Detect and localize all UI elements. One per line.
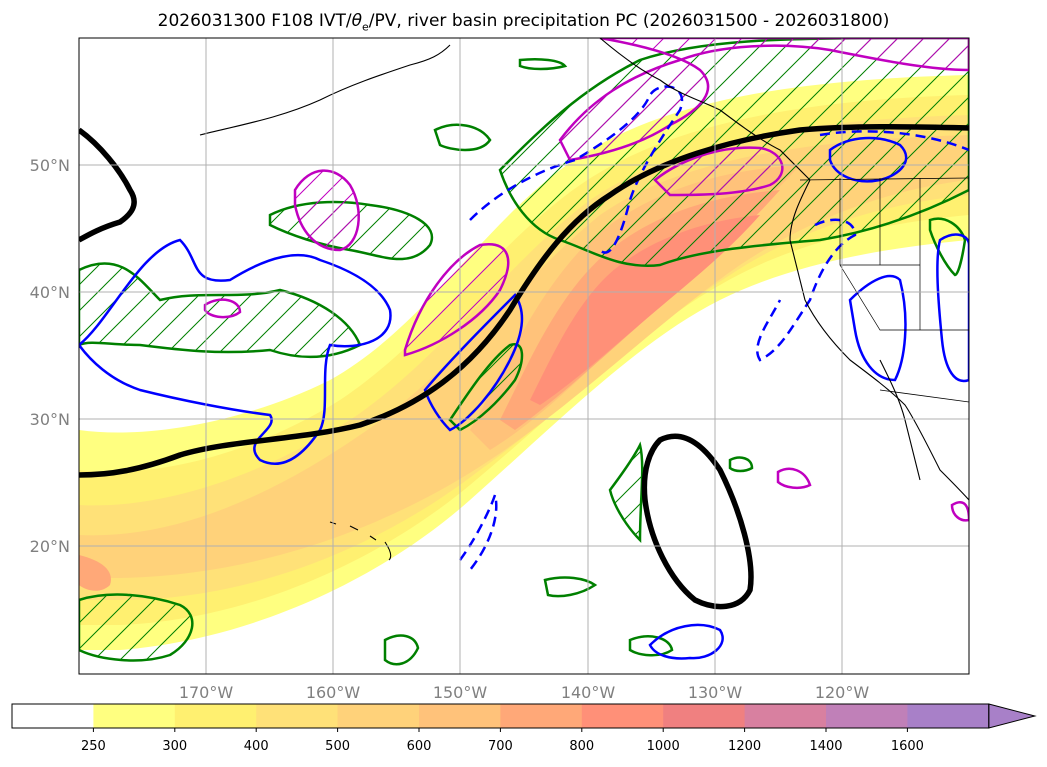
blue-contour-central xyxy=(423,293,524,432)
blue-contour-land xyxy=(848,274,907,382)
border-us-mexico xyxy=(879,389,969,403)
lat-label-30n: 30°N xyxy=(30,410,70,429)
colorbar-tick-label: 1200 xyxy=(728,739,761,754)
blue-contour-dashed-gulf xyxy=(819,130,969,152)
coastline-na-west xyxy=(789,179,969,501)
graticule xyxy=(79,38,969,674)
colorbar-segment xyxy=(93,704,176,728)
blue-contour-south xyxy=(648,623,724,660)
lon-label-130w: 130°W xyxy=(688,683,743,702)
state-lines xyxy=(839,178,969,331)
magenta-contour-small-1 xyxy=(203,298,242,319)
green-contour-small-6 xyxy=(518,58,568,71)
colorbar-segment xyxy=(744,704,827,728)
green-contour-small-5 xyxy=(728,456,754,473)
colorbar-segment xyxy=(663,704,746,728)
colorbar-extend-arrow xyxy=(988,703,1037,729)
ivt-west-core xyxy=(79,555,111,591)
blue-contour-east xyxy=(936,233,969,383)
map-layers xyxy=(79,38,969,674)
colorbar-segment xyxy=(256,704,339,728)
green-region-center xyxy=(448,343,524,432)
magenta-contour-small-2 xyxy=(776,467,812,490)
blue-contour-dashed-south xyxy=(458,490,498,571)
colorbar-tick-label: 250 xyxy=(81,739,106,754)
lon-label-160w: 160°W xyxy=(306,683,361,702)
colorbar-segment xyxy=(826,704,908,728)
colorbar-segment xyxy=(174,704,257,728)
green-contour-small-2 xyxy=(543,576,598,598)
colorbar-tick-label: 1000 xyxy=(647,739,680,754)
green-region-west xyxy=(79,262,362,359)
pv-contour-low xyxy=(641,433,754,610)
blue-contour-dashed-coast xyxy=(756,218,857,362)
blue-contour-ne xyxy=(828,136,908,183)
colorbar-tick-label: 700 xyxy=(488,739,513,754)
coastline-baja xyxy=(879,359,921,481)
colorbar-segment xyxy=(907,704,990,728)
border-us-canada xyxy=(799,177,969,181)
colorbar-tick-label: 800 xyxy=(569,739,594,754)
green-contour-small-4 xyxy=(628,635,674,657)
magenta-contour-small-3 xyxy=(950,501,969,522)
colorbar: 250 300 400 500 600 700 800 1000 1200 1400 1600 xyxy=(11,703,1037,754)
green-contour-small-1 xyxy=(433,123,492,152)
colorbar-tick-label: 400 xyxy=(244,739,269,754)
magenta-region-nw xyxy=(293,169,360,252)
precip-pc-negative-contours xyxy=(203,38,969,522)
colorbar-tick-label: 500 xyxy=(325,739,350,754)
colorbar-segment xyxy=(12,704,94,728)
coastlines xyxy=(199,38,969,561)
magenta-region-central xyxy=(403,242,510,357)
pv-contour-nw xyxy=(79,127,137,243)
pv-contour-main xyxy=(79,124,969,478)
longitude-labels: 170°W 160°W 150°W 140°W 130°W 120°W xyxy=(179,683,870,702)
magenta-region-gulf xyxy=(653,146,784,197)
blue-contour-west xyxy=(79,238,392,465)
lon-label-150w: 150°W xyxy=(433,683,488,702)
green-contour-small-3 xyxy=(383,634,420,666)
colorbar-tick-label: 1600 xyxy=(891,739,924,754)
colorbar-tick-label: 600 xyxy=(407,739,432,754)
colorbar-segment xyxy=(581,704,664,728)
lat-label-20n: 20°N xyxy=(30,537,70,556)
pv-contours xyxy=(79,124,969,610)
colorbar-tick-label: 300 xyxy=(162,739,187,754)
coastline-aleutians xyxy=(199,44,451,136)
colorbar-segment xyxy=(419,704,501,728)
lon-label-170w: 170°W xyxy=(179,683,234,702)
colorbar-segment xyxy=(337,704,420,728)
colorbar-segment xyxy=(500,704,583,728)
colorbar-tick-label: 1400 xyxy=(809,739,842,754)
lon-label-140w: 140°W xyxy=(561,683,616,702)
map-frame xyxy=(78,37,970,675)
map-title: 2026031300 F108 IVT/θe/PV, river basin p… xyxy=(157,11,890,34)
latitude-labels: 50°N 40°N 30°N 20°N xyxy=(30,156,70,556)
green-region-sw xyxy=(79,593,194,662)
theta-e-contours xyxy=(79,85,969,660)
lat-label-50n: 50°N xyxy=(30,156,70,175)
lon-label-120w: 120°W xyxy=(815,683,870,702)
coastline-alaska xyxy=(599,38,811,181)
blue-contour-dashed-north xyxy=(469,85,684,254)
lat-label-40n: 40°N xyxy=(30,283,70,302)
